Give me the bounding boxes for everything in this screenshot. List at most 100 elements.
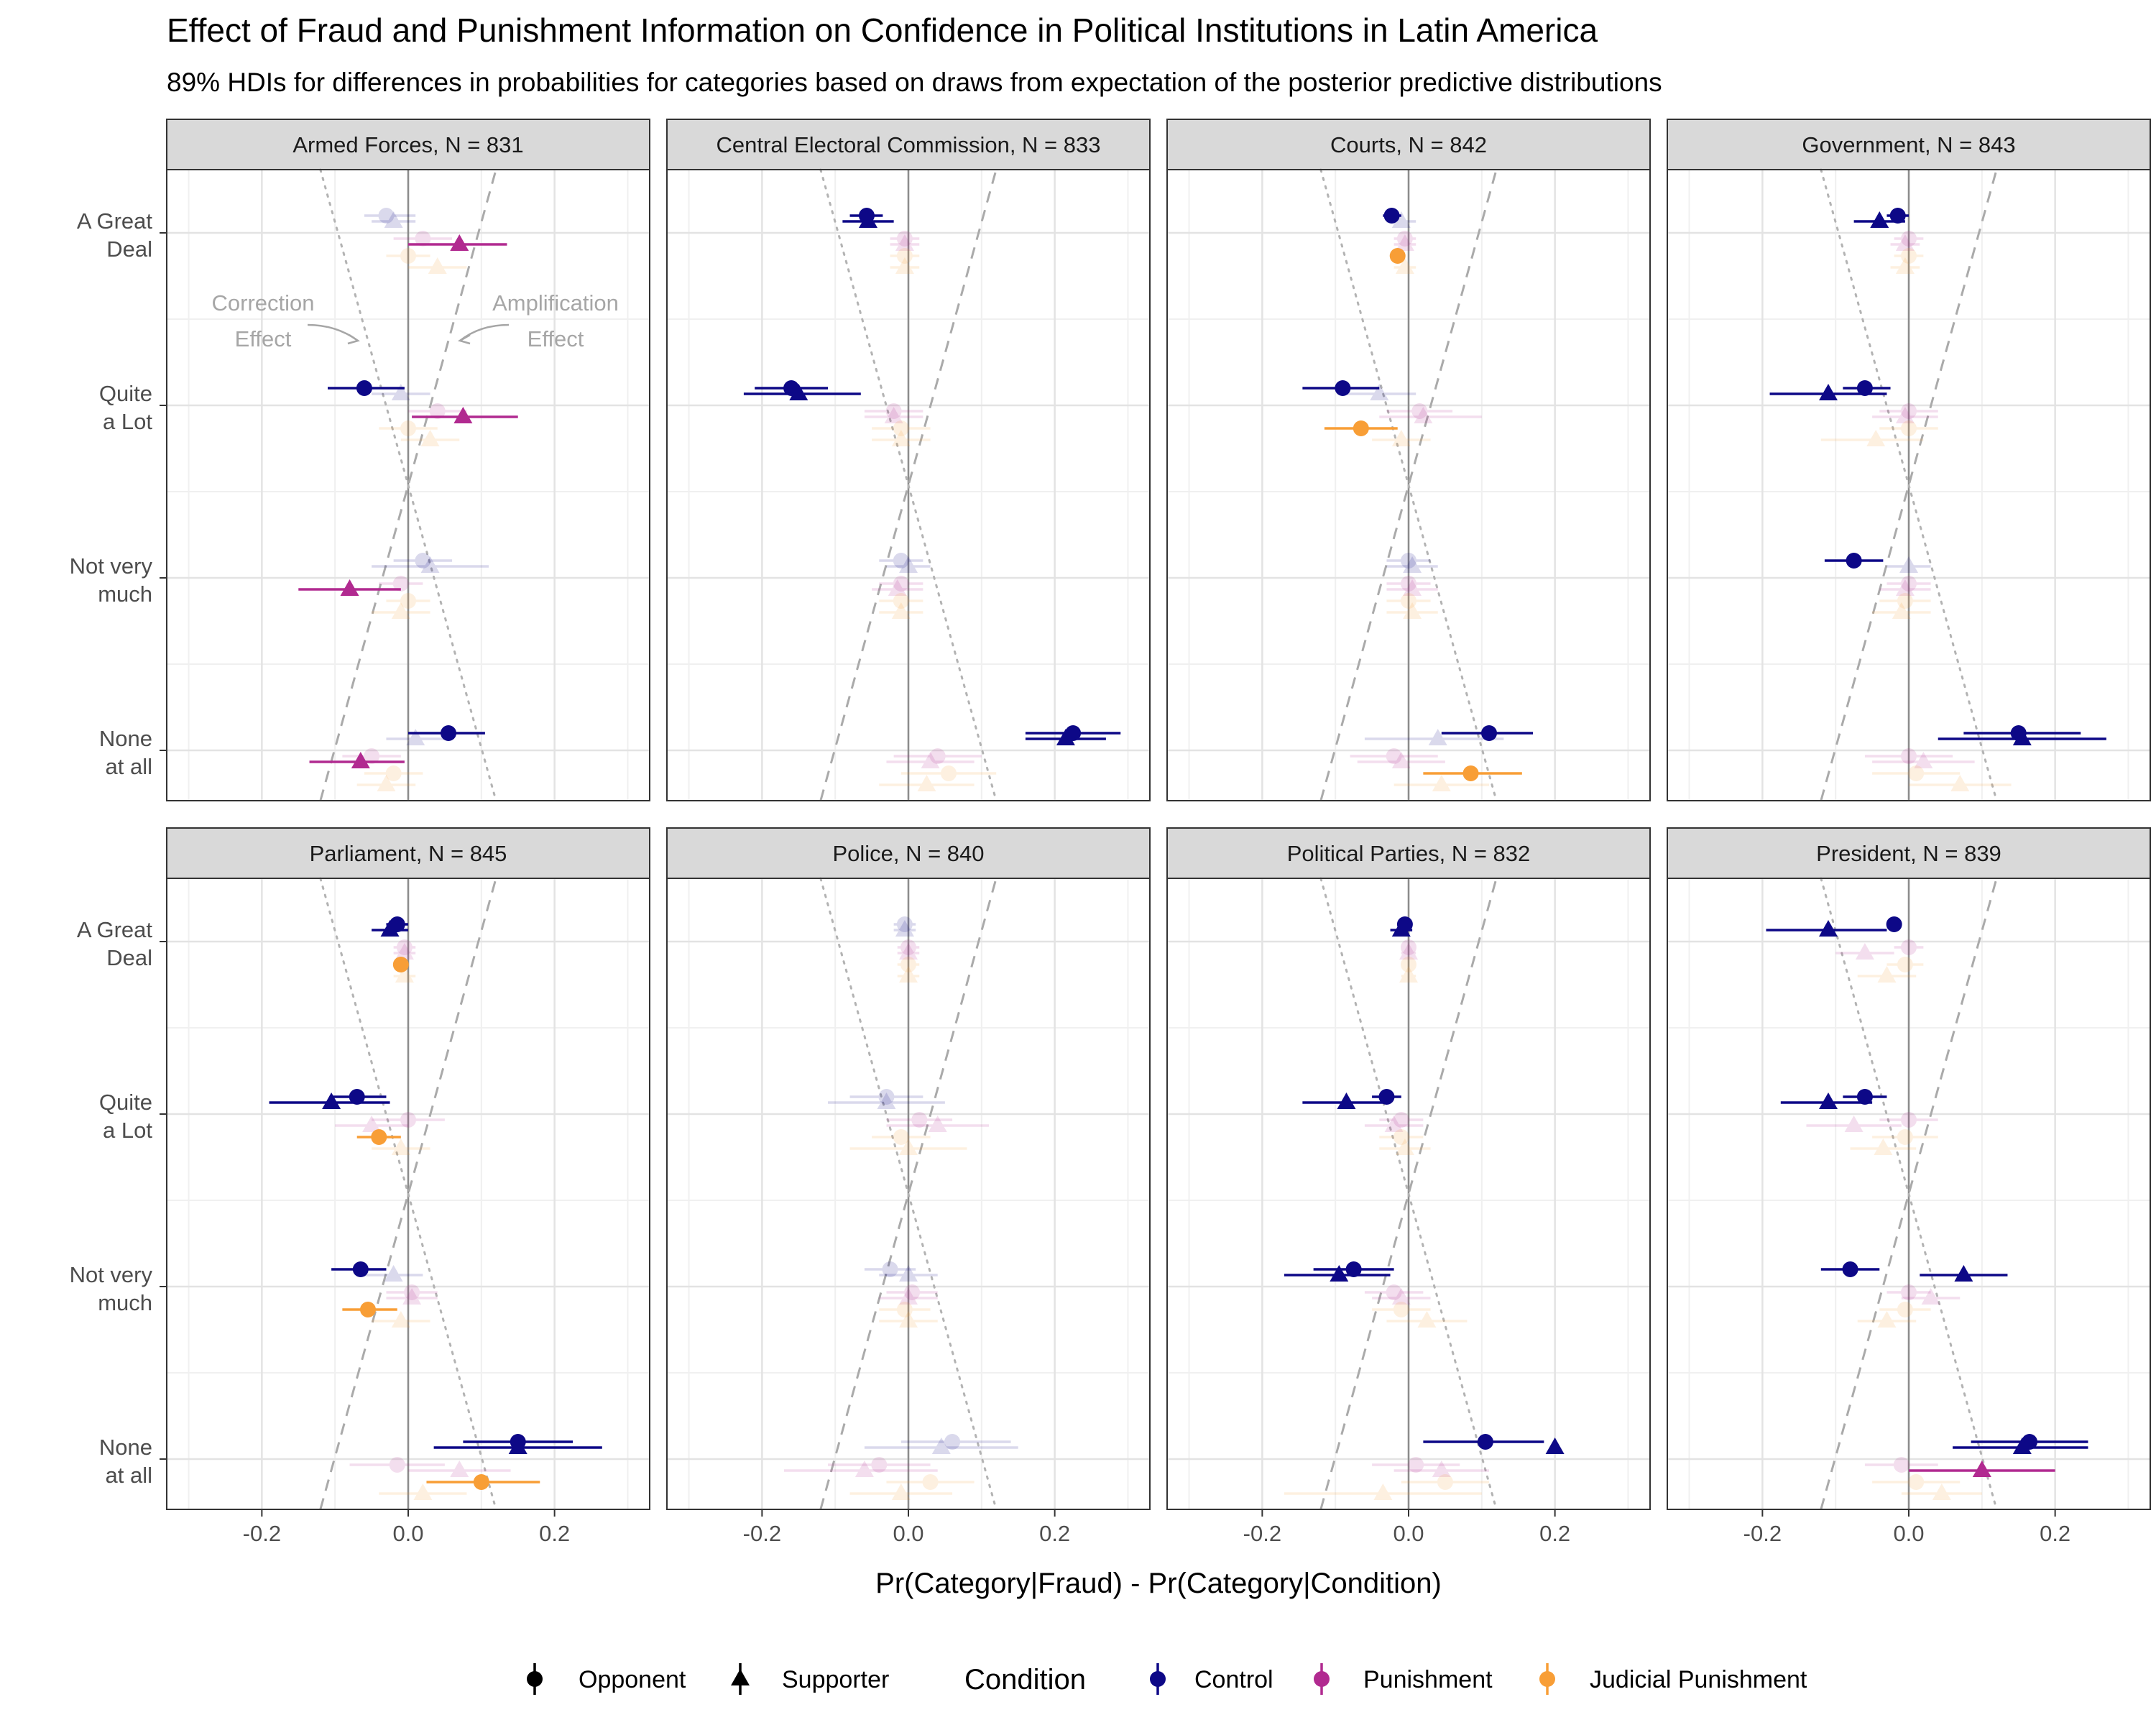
- legend-key-triangle: [731, 1669, 750, 1685]
- data-point: [364, 1265, 423, 1282]
- point-marker-supporter: [1914, 752, 1933, 768]
- point-marker-supporter: [789, 384, 808, 400]
- data-point: [342, 748, 401, 764]
- data-point: [879, 1311, 938, 1328]
- point-marker-supporter: [420, 556, 440, 573]
- effect-annotations: Correction Effect Amplification Effect: [212, 290, 619, 351]
- data-point: [897, 943, 920, 960]
- point-marker-supporter: [1954, 1265, 1973, 1282]
- legend-label-supporter: Supporter: [782, 1666, 889, 1693]
- data-point: [1393, 231, 1416, 247]
- point-marker-supporter: [406, 729, 425, 745]
- data-point: [1386, 593, 1431, 609]
- data-point: [1025, 729, 1106, 745]
- point-marker-supporter: [931, 1438, 951, 1454]
- point-marker-opponent: [385, 765, 402, 781]
- x-tick-label: 0.2: [2040, 1521, 2070, 1546]
- facet-panel: Political Parties, N = 832 -0.2 0.0 0.2: [1166, 827, 1651, 1546]
- data-point: [1372, 1288, 1431, 1305]
- point-marker-supporter: [854, 1460, 874, 1477]
- point-marker-opponent: [871, 1457, 888, 1473]
- y-tick-label-line: Deal: [106, 236, 152, 262]
- point-marker-supporter: [1056, 729, 1075, 745]
- data-point: [1324, 420, 1398, 436]
- point-marker-supporter: [1895, 257, 1915, 274]
- point-marker-supporter: [1403, 602, 1422, 619]
- point-marker-supporter: [899, 966, 918, 983]
- point-marker-opponent: [1393, 1112, 1409, 1128]
- data-point: [393, 231, 453, 247]
- point-marker-opponent: [1901, 748, 1917, 764]
- legend-key-opponent: [527, 1663, 543, 1695]
- data-point: [879, 1265, 938, 1282]
- data-point: [1386, 553, 1431, 569]
- data-point: [386, 593, 430, 609]
- data-point: [828, 1457, 931, 1473]
- data-point: [309, 752, 405, 768]
- data-point: [1872, 765, 1961, 781]
- data-point: [1313, 1261, 1394, 1277]
- data-point: [897, 957, 920, 972]
- x-tick-label: 0.0: [893, 1521, 923, 1546]
- point-marker-opponent: [1901, 1284, 1917, 1300]
- point-marker-opponent: [1856, 380, 1873, 396]
- point-marker-opponent: [1401, 576, 1416, 592]
- data-point: [1379, 407, 1482, 423]
- point-marker-supporter: [1428, 729, 1447, 745]
- point-marker-opponent: [1889, 208, 1906, 224]
- point-marker-supporter: [899, 1311, 918, 1328]
- data-point: [879, 576, 923, 592]
- data-point: [1864, 748, 1953, 764]
- data-point: [1284, 1484, 1482, 1500]
- facet-strip-label: Parliament, N = 845: [310, 841, 507, 866]
- point-marker-opponent: [415, 231, 431, 247]
- point-marker-opponent: [878, 1089, 895, 1105]
- data-point: [1393, 775, 1489, 791]
- data-point: [890, 257, 920, 274]
- data-point: [886, 1474, 975, 1490]
- data-point: [1364, 1116, 1424, 1132]
- correction-reference-line: [1319, 877, 1498, 1511]
- data-point: [1872, 407, 1938, 423]
- point-marker-opponent: [893, 1129, 909, 1145]
- point-marker-supporter: [1972, 1460, 1991, 1477]
- data-point: [372, 556, 489, 573]
- data-point: [872, 420, 931, 436]
- facet-strip: [666, 827, 1151, 879]
- data-point: [1357, 752, 1445, 768]
- data-point: [1284, 1265, 1391, 1282]
- data-point: [1886, 208, 1909, 224]
- amplification-reference-line: [819, 169, 998, 801]
- point-marker-supporter: [1403, 579, 1422, 596]
- point-marker-supporter: [1432, 1460, 1451, 1477]
- point-marker-supporter: [891, 1484, 911, 1500]
- point-marker-supporter: [391, 1138, 410, 1155]
- y-tick-label: None at all: [99, 726, 152, 779]
- point-marker-supporter: [362, 1116, 382, 1132]
- point-marker-supporter: [1414, 407, 1433, 423]
- data-point: [1901, 1288, 1961, 1305]
- data-point: [828, 1092, 945, 1109]
- data-point: [864, 407, 923, 423]
- facet-strip-label: Political Parties, N = 832: [1287, 841, 1531, 866]
- data-point: [1401, 1474, 1489, 1490]
- data-point: [1824, 553, 1884, 569]
- point-marker-supporter: [1399, 943, 1418, 960]
- panel-border: [166, 169, 650, 801]
- point-marker-opponent: [360, 1302, 376, 1317]
- data-point: [400, 430, 460, 446]
- point-marker-opponent: [378, 208, 395, 224]
- point-marker-opponent: [473, 1474, 489, 1490]
- y-tick-label-line: A Great: [77, 917, 152, 942]
- facet-panel: Central Electoral Commission, N = 833: [666, 119, 1151, 802]
- point-marker-supporter: [1384, 1116, 1404, 1132]
- x-axis-title: Pr(Category|Fraud) - Pr(Category|Conditi…: [875, 1568, 1442, 1599]
- data-point: [331, 1089, 387, 1105]
- point-marker-opponent: [1401, 553, 1416, 569]
- data-point: [879, 602, 923, 619]
- x-tick-label: 0.2: [1539, 1521, 1570, 1546]
- data-point: [1302, 1092, 1391, 1109]
- legend-key-circle: [527, 1671, 543, 1687]
- point-marker-opponent: [896, 231, 913, 247]
